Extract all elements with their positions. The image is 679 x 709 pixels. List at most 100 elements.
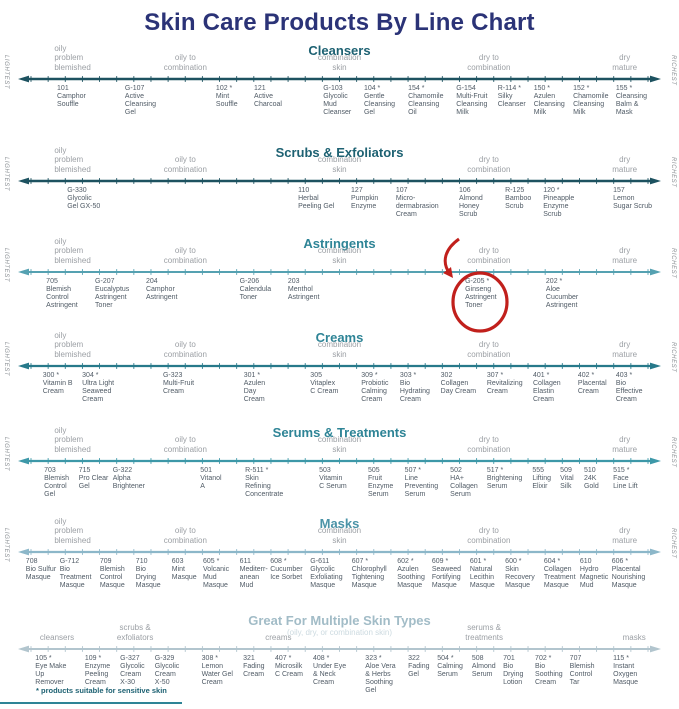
product-name: Active Cleansing Gel	[124, 93, 157, 117]
product-label: 501 Vitanol A	[200, 467, 242, 491]
product-code: 610	[579, 558, 592, 565]
product-code: 602 *	[397, 558, 414, 565]
product-label: G-323 Multi-Fruit Cream	[163, 372, 205, 396]
product-name: Lemon Water Gel Cream	[201, 663, 233, 687]
product-label: 503 Vitamin C Serum	[319, 467, 361, 491]
product-name: Vitaplex C Cream	[310, 380, 339, 396]
product-code: 710	[135, 558, 148, 565]
product-code: 102 *	[215, 85, 233, 92]
product-name: Bio Soothing Cream	[535, 663, 563, 687]
product-label: R-125 Bamboo Scrub	[505, 187, 547, 211]
product-code: 501	[200, 467, 212, 474]
axis-line	[18, 362, 661, 370]
axis-line	[18, 457, 661, 465]
product-code: 307 *	[486, 372, 504, 379]
product-code: 707	[569, 655, 582, 662]
product-label: 701 Bio Drying Lotion	[503, 655, 545, 687]
product-label: 611 Mediterr- anean Mud	[240, 558, 282, 590]
product-label: 127 Pumpkin Enzyme	[351, 187, 393, 211]
scale-label: combination skin	[317, 526, 362, 545]
section-heading: Serums & Treatments	[272, 425, 407, 440]
product-code: 503	[319, 467, 331, 474]
product-code: 309 *	[361, 372, 378, 379]
side-label-richest: RICHEST	[670, 528, 676, 559]
product-name: Mint Masque	[171, 566, 197, 582]
footnote-underline	[0, 702, 182, 704]
product-code: G-207	[95, 278, 115, 285]
scale-label: combination skin	[317, 155, 362, 174]
product-name: Seaweed Fortifying Masque	[431, 566, 462, 590]
page-title: Skin Care Products By Line Chart	[144, 9, 535, 36]
product-name: Brightening Serum	[486, 475, 523, 491]
product-name: Bio Effective Cream	[615, 380, 643, 404]
product-label: 705 Blemish Control Astringent	[46, 278, 88, 310]
scale-label: oily to combination	[163, 526, 207, 545]
product-name: Multi-Fruit Cleansing Milk	[456, 93, 488, 117]
product-name: Glycolic Gel GX-50	[67, 195, 101, 211]
axis-line	[18, 177, 661, 185]
scale-label: dry to combination	[467, 246, 511, 265]
product-name: Collagen Day Cream	[440, 380, 477, 396]
product-name: Vital Silk	[560, 475, 574, 491]
scale-label: masks	[622, 632, 646, 642]
product-label: 154 * Chamomile Cleansing Oil	[408, 85, 450, 117]
product-name: Placental Cream	[577, 380, 607, 396]
product-label: G-322 Alpha Brightener	[113, 467, 155, 491]
product-name: Natural Lecithin Masque	[469, 566, 495, 590]
scale-label: dry to combination	[467, 526, 511, 545]
product-label: 709 Blemish Control Masque	[100, 558, 142, 590]
product-label: R-511 * Skin Refining Concentrate	[245, 467, 287, 499]
chart-sections: Cleansers oily problem blemished oily to c…	[0, 37, 679, 702]
scale-label: oily problem blemished	[54, 236, 91, 265]
product-name: Probiotic Calming Cream	[361, 380, 389, 404]
product-code: 321	[243, 655, 255, 662]
product-code: 508	[471, 655, 484, 662]
product-label: 609 * Seaweed Fortifying Masque	[432, 558, 474, 590]
product-label: 507 * Line Preventing Serum	[405, 467, 447, 499]
product-name: Fading Cream	[243, 663, 265, 679]
side-label-lightest: LIGHTEST	[3, 342, 9, 377]
scale-label: combination skin	[317, 340, 362, 359]
product-name: Almond Honey Scrub	[459, 195, 483, 219]
product-label: 155 * Cleansing Balm & Mask	[616, 85, 658, 117]
product-label: 610 Hydro Magnetic Mud	[580, 558, 622, 590]
product-code: 304 *	[82, 372, 99, 379]
product-name: Skin Recovery Masque	[505, 566, 535, 590]
product-name: Face Line Lift	[613, 475, 638, 491]
product-label: 555 Lifting Elixir	[532, 467, 574, 491]
product-name: Blemish Control Astringent	[46, 286, 78, 310]
scale-label: oily to combination	[163, 53, 207, 72]
product-name: Almond Serum	[471, 663, 496, 679]
product-code: 510	[583, 467, 596, 474]
side-label-richest: RICHEST	[670, 437, 676, 468]
axis-line	[18, 268, 661, 276]
product-label: 109 * Enzyme Peeling Cream	[85, 655, 127, 687]
product-label: 602 * Azulen Soothing Masque	[397, 558, 439, 590]
product-label: G-154 Multi-Fruit Cleansing Milk	[456, 85, 498, 117]
product-label: 157 Lemon Sugar Scrub	[613, 187, 655, 211]
product-label: 505 Fruit Enzyme Serum	[368, 467, 410, 499]
product-name: Bamboo Scrub	[505, 195, 532, 211]
product-code: 401 *	[533, 372, 550, 379]
product-code: 105 *	[35, 655, 52, 662]
scale-label: oily to combination	[163, 435, 207, 454]
product-name: Volcanic Mud Masque	[203, 566, 230, 590]
section-masks: Masks oily problem blemished oily to combi…	[0, 510, 679, 607]
section-scrubs-exfoliators: Scrubs & Exfoliators oily problem blemish…	[0, 139, 679, 230]
product-name: Mediterr- anean Mud	[239, 566, 268, 590]
axis-line	[18, 75, 661, 83]
product-code: 107	[395, 187, 408, 194]
product-label: 402 * Placental Cream	[578, 372, 620, 396]
side-label-lightest: LIGHTEST	[3, 437, 9, 472]
product-name: Lemon Sugar Scrub	[613, 195, 653, 211]
scale-label: dry mature	[612, 435, 638, 454]
product-name: Aloe Vera & Herbs Soothing Gel	[365, 663, 396, 695]
product-label: 305 Vitaplex C Cream	[310, 372, 352, 396]
product-code: 708	[25, 558, 38, 565]
product-code: 517 *	[486, 467, 504, 474]
product-label: 708 Bio Sulfur Masque	[26, 558, 68, 582]
product-code: 323 *	[365, 655, 382, 662]
product-label: 604 * Collagen Treatment Masque	[544, 558, 586, 590]
product-label: 308 * Lemon Water Gel Cream	[202, 655, 244, 687]
product-name: Revitalizing Cream	[486, 380, 523, 396]
